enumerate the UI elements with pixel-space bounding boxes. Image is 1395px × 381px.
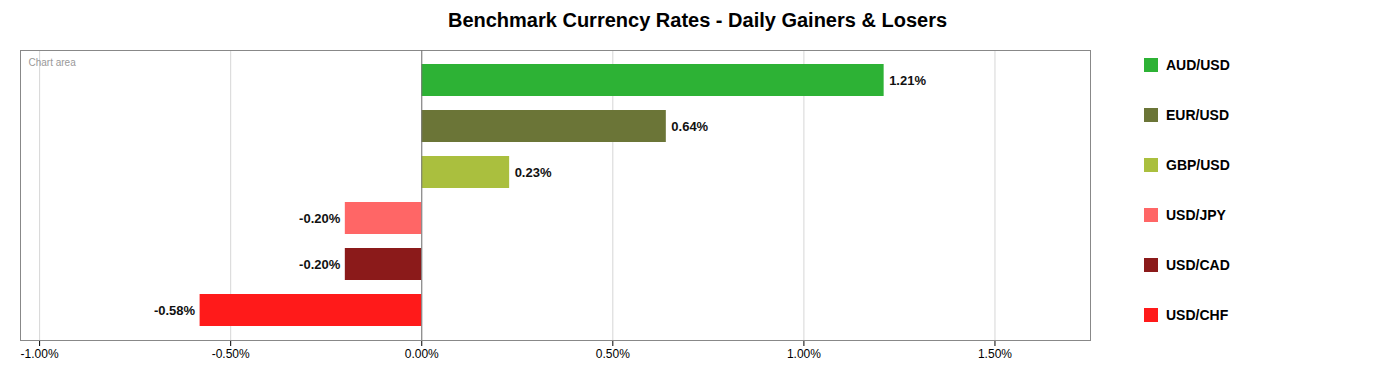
svg-text:-0.58%: -0.58% <box>154 303 196 318</box>
svg-text:0.23%: 0.23% <box>515 165 552 180</box>
html-text:USD/JPY: USD/JPY <box>1166 207 1226 223</box>
svg-text:-0.50%: -0.50% <box>212 347 250 361</box>
html-text:AUD/USD: AUD/USD <box>1166 57 1230 73</box>
svg-text:-1.00%: -1.00% <box>21 347 59 361</box>
html-text:EUR/USD: EUR/USD <box>1166 107 1229 123</box>
html-text:GBP/USD: GBP/USD <box>1166 157 1230 173</box>
svg-text:1.00%: 1.00% <box>787 347 821 361</box>
svg-text:0.00%: 0.00% <box>405 347 439 361</box>
html-text:USD/CAD: USD/CAD <box>1166 257 1230 273</box>
svg-text:-0.20%: -0.20% <box>299 257 341 272</box>
svg-text:-0.20%: -0.20% <box>299 211 341 226</box>
svg-text:0.64%: 0.64% <box>671 119 708 134</box>
svg-text:0.50%: 0.50% <box>596 347 630 361</box>
html-text:Benchmark Currency Rates - Dai: Benchmark Currency Rates - Daily Gainers… <box>448 9 947 31</box>
svg-text:1.21%: 1.21% <box>889 73 926 88</box>
html-text:USD/CHF: USD/CHF <box>1166 307 1229 323</box>
svg-text:1.50%: 1.50% <box>978 347 1012 361</box>
svg-text:Chart area: Chart area <box>29 57 77 68</box>
